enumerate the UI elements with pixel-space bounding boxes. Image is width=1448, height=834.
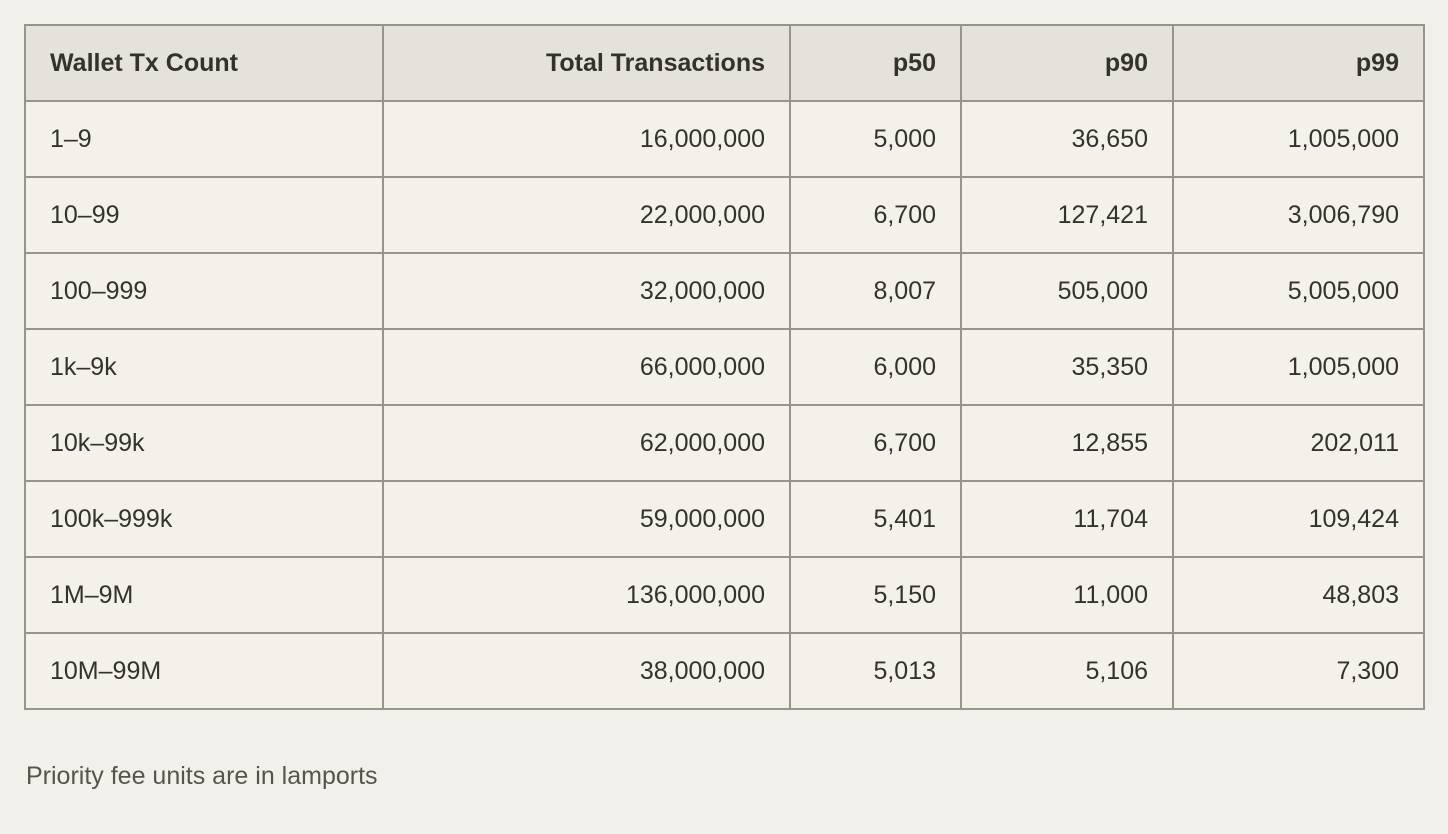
value-cell: 5,106 bbox=[960, 632, 1174, 710]
value-cell: 11,000 bbox=[960, 556, 1174, 634]
value-cell: 16,000,000 bbox=[382, 100, 791, 178]
value-cell: 32,000,000 bbox=[382, 252, 791, 330]
value-cell: 8,007 bbox=[789, 252, 962, 330]
row-label-cell: 100k–999k bbox=[24, 480, 384, 558]
value-cell: 109,424 bbox=[1172, 480, 1425, 558]
table-row: 1M–9M 136,000,000 5,150 11,000 48,803 bbox=[24, 556, 1425, 634]
value-cell: 136,000,000 bbox=[382, 556, 791, 634]
column-header-wallet-tx-count: Wallet Tx Count bbox=[24, 24, 384, 102]
value-cell: 35,350 bbox=[960, 328, 1174, 406]
value-cell: 11,704 bbox=[960, 480, 1174, 558]
table-row: 100–999 32,000,000 8,007 505,000 5,005,000 bbox=[24, 252, 1425, 330]
value-cell: 66,000,000 bbox=[382, 328, 791, 406]
value-cell: 1,005,000 bbox=[1172, 328, 1425, 406]
value-cell: 202,011 bbox=[1172, 404, 1425, 482]
row-label-cell: 1M–9M bbox=[24, 556, 384, 634]
value-cell: 22,000,000 bbox=[382, 176, 791, 254]
table-row: 1–9 16,000,000 5,000 36,650 1,005,000 bbox=[24, 100, 1425, 178]
value-cell: 5,150 bbox=[789, 556, 962, 634]
row-label-cell: 1k–9k bbox=[24, 328, 384, 406]
column-header-p90: p90 bbox=[960, 24, 1174, 102]
value-cell: 1,005,000 bbox=[1172, 100, 1425, 178]
table-row: 1k–9k 66,000,000 6,000 35,350 1,005,000 bbox=[24, 328, 1425, 406]
table-row: 100k–999k 59,000,000 5,401 11,704 109,424 bbox=[24, 480, 1425, 558]
value-cell: 5,005,000 bbox=[1172, 252, 1425, 330]
value-cell: 48,803 bbox=[1172, 556, 1425, 634]
row-label-cell: 1–9 bbox=[24, 100, 384, 178]
value-cell: 38,000,000 bbox=[382, 632, 791, 710]
row-label-cell: 10–99 bbox=[24, 176, 384, 254]
value-cell: 12,855 bbox=[960, 404, 1174, 482]
table-footnote: Priority fee units are in lamports bbox=[26, 762, 378, 790]
value-cell: 5,401 bbox=[789, 480, 962, 558]
value-cell: 59,000,000 bbox=[382, 480, 791, 558]
table-row: 10–99 22,000,000 6,700 127,421 3,006,790 bbox=[24, 176, 1425, 254]
wallet-priority-fee-table: Wallet Tx Count Total Transactions p50 p90 p… bbox=[24, 24, 1425, 710]
value-cell: 7,300 bbox=[1172, 632, 1425, 710]
value-cell: 6,700 bbox=[789, 176, 962, 254]
table-header: Wallet Tx Count Total Transactions p50 p90 p… bbox=[24, 24, 1425, 102]
value-cell: 505,000 bbox=[960, 252, 1174, 330]
column-header-p50: p50 bbox=[789, 24, 962, 102]
table-row: 10k–99k 62,000,000 6,700 12,855 202,011 bbox=[24, 404, 1425, 482]
value-cell: 62,000,000 bbox=[382, 404, 791, 482]
header-row: Wallet Tx Count Total Transactions p50 p90 p… bbox=[24, 24, 1425, 102]
row-label-cell: 10k–99k bbox=[24, 404, 384, 482]
value-cell: 6,000 bbox=[789, 328, 962, 406]
value-cell: 127,421 bbox=[960, 176, 1174, 254]
table-body: 1–9 16,000,000 5,000 36,650 1,005,000 10–99 22… bbox=[24, 100, 1425, 710]
value-cell: 5,013 bbox=[789, 632, 962, 710]
column-header-total-transactions: Total Transactions bbox=[382, 24, 791, 102]
value-cell: 36,650 bbox=[960, 100, 1174, 178]
column-header-p99: p99 bbox=[1172, 24, 1425, 102]
value-cell: 6,700 bbox=[789, 404, 962, 482]
row-label-cell: 10M–99M bbox=[24, 632, 384, 710]
value-cell: 5,000 bbox=[789, 100, 962, 178]
table-row: 10M–99M 38,000,000 5,013 5,106 7,300 bbox=[24, 632, 1425, 710]
row-label-cell: 100–999 bbox=[24, 252, 384, 330]
value-cell: 3,006,790 bbox=[1172, 176, 1425, 254]
